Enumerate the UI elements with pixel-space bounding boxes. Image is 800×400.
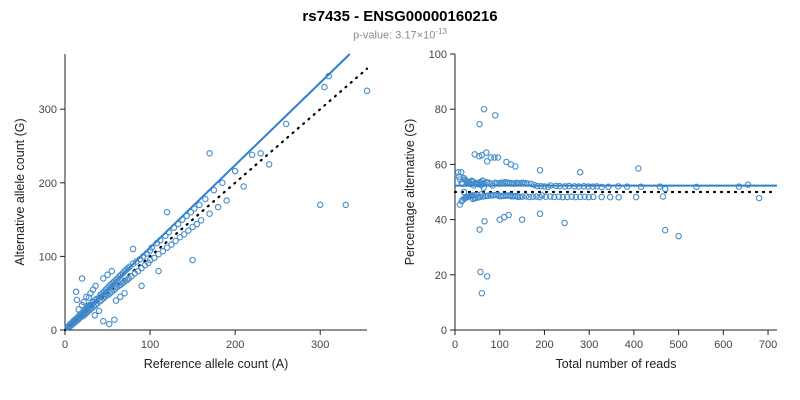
x-tick-label: 400 xyxy=(625,339,643,351)
charts-row: 0 100 200 300 0 100 200 300 Reference allele cou… xyxy=(0,44,800,380)
x-tick-label: 700 xyxy=(759,339,777,351)
y-tick-label: 300 xyxy=(39,104,57,116)
x-tick-label: 100 xyxy=(491,339,509,351)
x-tick-label: 300 xyxy=(311,339,329,351)
x-tick-label: 300 xyxy=(580,339,598,351)
y-axis-ticks: 0 100 200 300 xyxy=(39,104,65,337)
x-axis-label: Total number of reads xyxy=(556,357,677,371)
y-tick-label: 60 xyxy=(435,159,447,171)
x-tick-label: 600 xyxy=(714,339,732,351)
scatter-points xyxy=(454,105,763,297)
y-axis-label: Alternative allele count (G) xyxy=(13,118,27,265)
y-tick-label: 0 xyxy=(441,325,447,337)
x-axis-label: Reference allele count (A) xyxy=(144,357,289,371)
figure-header: rs7435 - ENSG00000160216 p-value: 3.17×1… xyxy=(0,0,800,42)
x-tick-label: 0 xyxy=(452,339,458,351)
scatter-points xyxy=(64,72,371,330)
pvalue-text: p-value: 3.17×10 xyxy=(353,29,436,42)
scatter-plot-allele-counts: 0 100 200 300 0 100 200 300 Reference allele cou… xyxy=(13,52,371,371)
figure-title: rs7435 - ENSG00000160216 xyxy=(302,8,498,25)
y-axis-ticks: 0 20 40 60 80 100 xyxy=(429,49,455,337)
y-tick-label: 0 xyxy=(51,325,57,337)
x-axis-ticks: 0 100 200 300 400 500 600 700 xyxy=(452,329,777,351)
y-tick-label: 100 xyxy=(39,251,57,263)
x-tick-label: 0 xyxy=(62,339,68,351)
x-tick-label: 100 xyxy=(141,339,159,351)
x-tick-label: 500 xyxy=(669,339,687,351)
scatter-plot-percentage-vs-reads: 0 100 200 300 400 500 600 700 0 20 40 60 80 100 Total … xyxy=(403,49,779,371)
y-tick-label: 40 xyxy=(435,214,447,226)
y-tick-label: 200 xyxy=(39,177,57,189)
y-tick-label: 20 xyxy=(435,269,447,281)
pvalue-exponent: -13 xyxy=(435,27,447,36)
y-tick-label: 80 xyxy=(435,104,447,116)
y-axis-label: Percentage alternative (G) xyxy=(403,118,417,265)
figure-subtitle: p-value: 3.17×10-13 xyxy=(0,27,800,42)
x-tick-label: 200 xyxy=(535,339,553,351)
axes xyxy=(64,53,367,331)
y-tick-label: 100 xyxy=(429,49,447,61)
x-axis-ticks: 0 100 200 300 xyxy=(62,329,329,351)
x-tick-label: 200 xyxy=(226,339,244,351)
